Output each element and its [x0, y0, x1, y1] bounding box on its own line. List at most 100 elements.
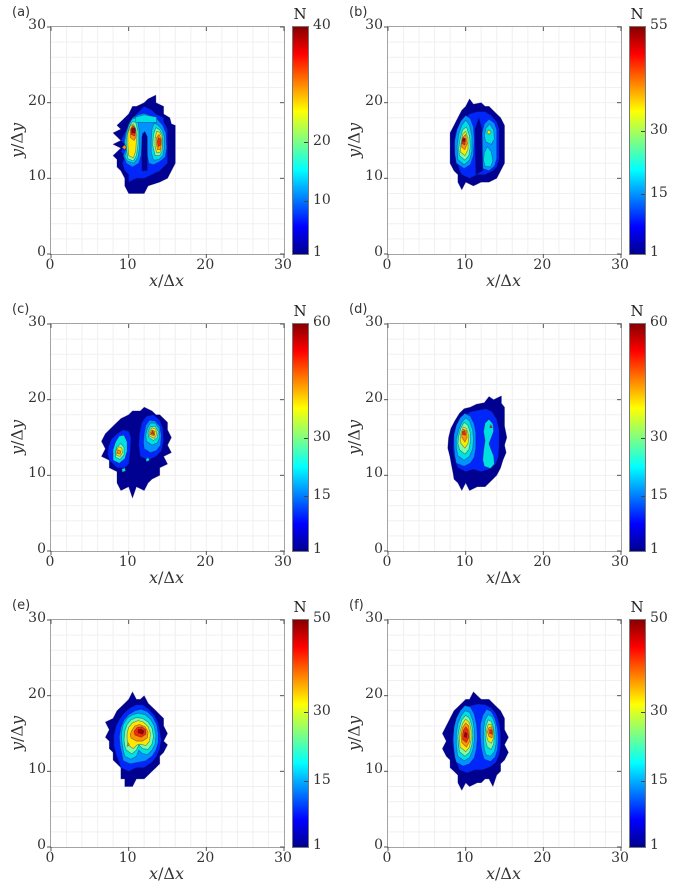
colorbar-tick-label: 1 — [313, 244, 322, 260]
colorbar-tick-label: 55 — [650, 17, 668, 33]
colorbar-tick-label: 50 — [650, 610, 668, 626]
y-tick-label: 30 — [28, 17, 46, 33]
colorbar — [629, 323, 646, 552]
colorbar — [292, 26, 309, 255]
contour-plot — [47, 323, 285, 555]
panel-label: (b) — [349, 5, 368, 20]
panel-b: (b) 0 0 10 10 20 20 30 30 x/Δx y/Δy N 1 15 30 55 — [337, 0, 673, 296]
x-tick-label: 0 — [45, 554, 55, 570]
contour-level — [483, 123, 495, 145]
contour-plot — [384, 619, 622, 851]
colorbar-tick-label: 30 — [650, 429, 668, 446]
colorbar-tick-label: 20 — [313, 133, 331, 150]
y-axis-label: y/Δy — [344, 122, 364, 159]
contour-level — [137, 728, 145, 735]
colorbar-tick-label: 30 — [650, 702, 668, 719]
y-axis-label: y/Δy — [344, 715, 364, 752]
colorbar-tick-label: 15 — [313, 487, 331, 504]
y-axis-label: y/Δy — [7, 122, 27, 159]
x-axis-label: x/Δx — [148, 568, 184, 587]
colorbar-tick-mark — [304, 142, 308, 144]
colorbar-tick-label: 1 — [313, 837, 322, 853]
x-axis-label: x/Δx — [485, 271, 521, 290]
panel-label: (c) — [12, 302, 30, 317]
x-tick-label: 10 — [118, 257, 137, 273]
x-tick-label: 0 — [382, 257, 392, 273]
y-tick-label: 20 — [28, 92, 46, 109]
colorbar-tick-mark — [641, 781, 645, 783]
colorbar-title: N — [293, 598, 307, 616]
panel-label: (e) — [12, 598, 31, 613]
colorbar-tick-label: 15 — [313, 772, 331, 789]
contour-level — [482, 418, 495, 469]
colorbar-title: N — [630, 5, 644, 23]
y-tick-label: 10 — [28, 168, 46, 185]
panel-e: (e) 0 0 10 10 20 20 30 30 x/Δx y/Δy N 1 15 30 50 — [0, 593, 336, 889]
colorbar-tick-mark — [304, 496, 308, 498]
colorbar-tick-mark — [304, 438, 308, 440]
contour-level — [121, 144, 128, 150]
colorbar-tick-mark — [641, 496, 645, 498]
contour-level — [135, 114, 157, 123]
colorbar-tick-label: 1 — [650, 244, 659, 260]
contour-level — [150, 430, 155, 435]
plot-area — [47, 26, 285, 258]
contour-level — [489, 424, 493, 429]
panel-d: (d) 0 0 10 10 20 20 30 30 x/Δx y/Δy N 1 15 30 60 — [337, 297, 673, 593]
plot-area — [47, 323, 285, 555]
y-tick-label: 0 — [374, 244, 383, 260]
colorbar — [292, 619, 309, 848]
colorbar-tick-mark — [641, 131, 645, 133]
colorbar-tick-label: 15 — [650, 185, 668, 202]
colorbar-title: N — [293, 5, 307, 23]
x-axis-label: x/Δx — [485, 864, 521, 883]
x-tick-label: 10 — [455, 850, 474, 866]
y-tick-label: 0 — [37, 837, 46, 853]
colorbar-tick-label: 1 — [313, 541, 322, 557]
y-tick-label: 10 — [365, 761, 383, 778]
y-tick-label: 20 — [365, 92, 383, 109]
colorbar-tick-label: 30 — [313, 429, 331, 446]
colorbar-title: N — [630, 598, 644, 616]
colorbar-title: N — [293, 302, 307, 320]
colorbar-tick-label: 15 — [650, 487, 668, 504]
colorbar-tick-label: 50 — [313, 610, 331, 626]
y-tick-label: 30 — [28, 314, 46, 330]
colorbar-tick-label: 60 — [313, 314, 331, 330]
colorbar-title: N — [630, 302, 644, 320]
contour-level — [463, 731, 468, 739]
plot-area — [384, 619, 622, 851]
x-axis-label: x/Δx — [485, 568, 521, 587]
x-axis-label: x/Δx — [148, 864, 184, 883]
y-tick-label: 20 — [28, 685, 46, 702]
y-axis-label: y/Δy — [344, 419, 364, 456]
plot-area — [384, 26, 622, 258]
contour-level — [489, 729, 493, 735]
y-tick-label: 10 — [28, 761, 46, 778]
y-tick-label: 10 — [365, 168, 383, 185]
y-tick-label: 0 — [374, 837, 383, 853]
contour-level — [157, 137, 161, 147]
y-tick-label: 0 — [37, 541, 46, 557]
x-tick-label: 30 — [274, 554, 292, 570]
x-tick-label: 10 — [455, 257, 474, 273]
contour-plot — [384, 323, 622, 555]
colorbar-tick-label: 30 — [313, 702, 331, 719]
y-axis-label: y/Δy — [7, 419, 27, 456]
y-tick-label: 30 — [365, 314, 383, 330]
x-tick-label: 20 — [533, 257, 552, 273]
colorbar-tick-label: 60 — [650, 314, 668, 330]
x-tick-label: 20 — [533, 850, 552, 866]
colorbar-tick-mark — [304, 781, 308, 783]
x-tick-label: 0 — [45, 257, 55, 273]
plot-area — [384, 323, 622, 555]
contour-plot — [47, 26, 285, 258]
x-tick-label: 10 — [118, 554, 137, 570]
colorbar — [629, 619, 646, 848]
contour-level — [126, 742, 130, 747]
y-tick-label: 10 — [28, 465, 46, 482]
x-tick-label: 30 — [611, 850, 629, 866]
x-tick-label: 10 — [455, 554, 474, 570]
y-tick-label: 30 — [365, 610, 383, 626]
